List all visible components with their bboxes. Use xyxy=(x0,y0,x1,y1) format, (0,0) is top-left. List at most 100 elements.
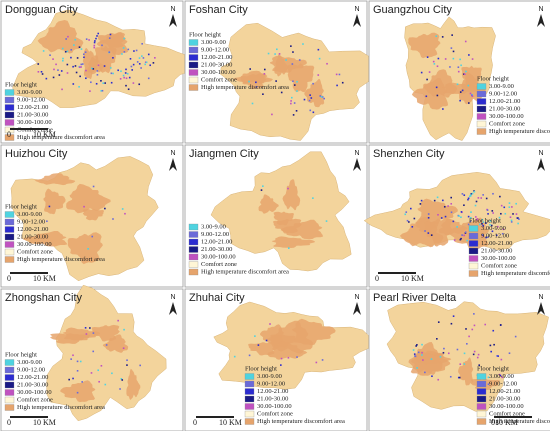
building xyxy=(290,102,292,105)
legend-label: 30.00-100.00 xyxy=(489,113,524,120)
building xyxy=(123,37,126,40)
legend-label: Comfort zone xyxy=(201,76,237,83)
legend-swatch xyxy=(188,76,199,84)
legend-label: 9.00-12.00 xyxy=(17,96,45,103)
north-label: N xyxy=(170,294,175,301)
building xyxy=(275,80,277,82)
panel-title: Pearl River Delta xyxy=(373,292,457,304)
building xyxy=(315,361,318,364)
building xyxy=(468,102,470,104)
building xyxy=(459,363,462,365)
building xyxy=(144,63,146,66)
legend-label: 3.00-9.00 xyxy=(17,211,42,218)
building xyxy=(497,225,499,228)
building xyxy=(76,369,79,372)
building xyxy=(85,333,88,335)
legend-label: 12.00-21.00 xyxy=(481,240,512,247)
building xyxy=(91,235,94,238)
building xyxy=(511,206,513,208)
building xyxy=(437,321,440,323)
building xyxy=(442,199,444,202)
building xyxy=(470,94,473,97)
building xyxy=(309,94,311,96)
building xyxy=(450,196,453,199)
legend-label: 12.00-21.00 xyxy=(201,54,232,61)
building xyxy=(72,354,74,357)
panel-title: Zhongshan City xyxy=(5,292,83,304)
building xyxy=(310,97,313,99)
building xyxy=(456,348,459,351)
legend-label: 21.00-30.00 xyxy=(257,395,288,402)
legend-title: Floor height xyxy=(5,203,37,210)
building xyxy=(336,84,338,87)
building xyxy=(453,239,456,241)
building xyxy=(52,76,55,79)
building xyxy=(84,51,87,54)
building xyxy=(129,58,132,60)
legend-swatch xyxy=(468,225,479,232)
legend-label: 30.00-100.00 xyxy=(481,255,516,262)
building xyxy=(76,360,79,363)
building xyxy=(463,352,466,355)
building xyxy=(112,57,114,59)
building xyxy=(108,37,111,39)
legend-swatch xyxy=(4,96,15,104)
building xyxy=(287,247,290,249)
building xyxy=(426,78,428,81)
scale-label: 10 KM xyxy=(33,130,56,139)
building xyxy=(64,50,67,53)
legend-label: 9.00-12.00 xyxy=(489,90,517,97)
building xyxy=(437,57,440,60)
legend-label: 30.00-100.00 xyxy=(257,403,292,410)
hot-area xyxy=(282,179,301,211)
building xyxy=(413,353,416,355)
hot-area xyxy=(408,32,441,59)
legend-label: 3.00-9.00 xyxy=(489,83,514,90)
legend-label: 12.00-21.00 xyxy=(257,388,288,395)
building xyxy=(341,81,344,84)
building xyxy=(91,67,93,70)
building xyxy=(481,223,483,225)
building xyxy=(439,355,442,358)
hot-area xyxy=(66,183,111,214)
building xyxy=(278,53,281,55)
building xyxy=(62,57,64,60)
building xyxy=(248,354,251,357)
building xyxy=(139,364,141,367)
building xyxy=(97,369,100,372)
building xyxy=(92,68,95,70)
building xyxy=(499,374,502,377)
legend-swatch xyxy=(476,83,487,90)
legend-label: High temperature discomfort area xyxy=(481,270,550,277)
building xyxy=(123,328,125,331)
building xyxy=(292,51,294,53)
building xyxy=(475,218,478,221)
legend-label: 21.00-30.00 xyxy=(17,111,48,118)
building xyxy=(73,44,75,46)
legend-swatch xyxy=(476,128,487,135)
legend-swatch xyxy=(188,223,199,231)
building xyxy=(447,352,450,355)
building xyxy=(262,185,264,187)
building xyxy=(92,332,95,334)
building xyxy=(484,323,487,326)
legend-swatch xyxy=(4,396,15,404)
building xyxy=(102,82,105,84)
building xyxy=(295,110,298,112)
building xyxy=(518,218,520,220)
building xyxy=(112,218,114,220)
map-panel: Guangzhou City N Floor height3.00-9.009.00… xyxy=(368,0,550,144)
building xyxy=(450,47,453,49)
building xyxy=(472,353,475,356)
legend-swatch xyxy=(476,418,487,425)
building xyxy=(93,44,96,47)
region xyxy=(210,151,352,272)
building xyxy=(66,50,69,53)
legend-swatch xyxy=(244,388,255,395)
hot-area xyxy=(273,218,302,234)
building xyxy=(110,81,113,84)
legend-title: Floor height xyxy=(477,75,509,82)
legend-label: 30.00-100.00 xyxy=(17,389,52,396)
building xyxy=(255,81,257,84)
